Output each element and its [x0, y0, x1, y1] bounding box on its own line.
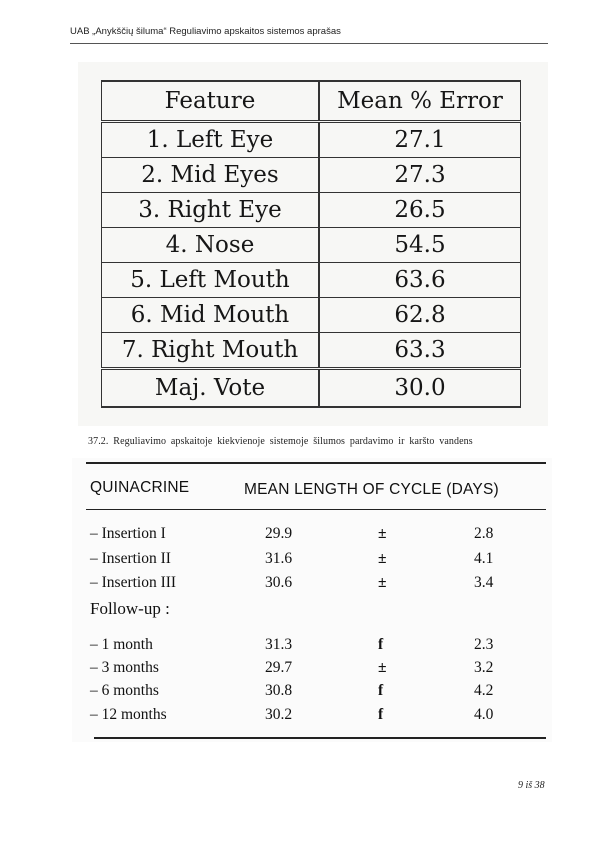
row-label: – Insertion II — [90, 550, 171, 567]
summary-value: 30.0 — [319, 367, 521, 408]
mean-value: 30.8 — [265, 682, 293, 699]
error-cell: 27.1 — [319, 121, 521, 158]
table-bottom-rule — [94, 737, 546, 739]
followup-label: Follow-up : — [90, 599, 170, 618]
col-header-feature: Feature — [101, 80, 320, 123]
feature-cell: 4. Nose — [101, 227, 320, 263]
table-row: 5. Left Mouth 63.6 — [101, 262, 521, 298]
mean-value: 30.6 — [265, 574, 293, 591]
mean-value: 30.2 — [265, 706, 293, 723]
plus-minus-sign: ± — [378, 574, 387, 591]
table-row: 3. Right Eye 26.5 — [101, 192, 521, 228]
table-row: 2. Mid Eyes 27.3 — [101, 157, 521, 193]
error-cell: 62.8 — [319, 297, 521, 333]
sd-value: 2.8 — [474, 525, 494, 542]
table-row: – 3 months 29.7 ± 3.2 — [72, 659, 552, 681]
feature-error-table: Feature Mean % Error 1. Left Eye 27.1 2. … — [101, 80, 521, 408]
plus-minus-sign: f — [378, 706, 384, 723]
paragraph-text: 37.2. Reguliavimo apskaitoje kiekvienoje… — [88, 436, 473, 447]
table-row: 7. Right Mouth 63.3 — [101, 332, 521, 369]
error-cell: 54.5 — [319, 227, 521, 263]
error-cell: 63.3 — [319, 332, 521, 369]
table-row: – Insertion II 31.6 ± 4.1 — [72, 550, 552, 572]
page-header-title: UAB „Anykščių šiluma“ Reguliavimo apskai… — [70, 26, 341, 37]
plus-minus-sign: ± — [378, 659, 387, 676]
mean-value: 29.7 — [265, 659, 293, 676]
table-row: – Insertion III 30.6 ± 3.4 — [72, 574, 552, 596]
sd-value: 4.0 — [474, 706, 494, 723]
plus-minus-sign: ± — [378, 550, 387, 567]
summary-row: Maj. Vote 30.0 — [101, 367, 521, 408]
mean-value: 29.9 — [265, 525, 293, 542]
mean-value: 31.3 — [265, 636, 293, 653]
plus-minus-sign: f — [378, 636, 384, 653]
feature-cell: 7. Right Mouth — [101, 332, 320, 369]
table-top-rule — [86, 462, 546, 464]
sd-value: 3.2 — [474, 659, 494, 676]
error-cell: 27.3 — [319, 157, 521, 193]
col-header-quinacrine: QUINACRINE — [90, 479, 190, 496]
row-label: – Insertion III — [90, 574, 177, 591]
table-row: – 6 months 30.8 f 4.2 — [72, 682, 552, 704]
feature-error-table-image: Feature Mean % Error 1. Left Eye 27.1 2. … — [78, 62, 548, 426]
plus-minus-sign: ± — [378, 525, 387, 542]
table-row: 6. Mid Mouth 62.8 — [101, 297, 521, 333]
row-label: – 6 months — [90, 682, 159, 699]
row-label: – 12 months — [90, 706, 167, 723]
feature-cell: 5. Left Mouth — [101, 262, 320, 298]
col-header-mean-length: MEAN LENGTH OF CYCLE (DAYS) — [244, 481, 499, 498]
table-header-rule — [86, 509, 546, 510]
col-header-mean-error: Mean % Error — [319, 80, 521, 123]
sd-value: 3.4 — [474, 574, 494, 591]
row-label: – 3 months — [90, 659, 159, 676]
feature-cell: 6. Mid Mouth — [101, 297, 320, 333]
mean-value: 31.6 — [265, 550, 293, 567]
summary-label: Maj. Vote — [101, 367, 320, 408]
page-number: 9 iš 38 — [518, 780, 545, 791]
feature-cell: 3. Right Eye — [101, 192, 320, 228]
error-cell: 63.6 — [319, 262, 521, 298]
feature-cell: 2. Mid Eyes — [101, 157, 320, 193]
row-label: – Insertion I — [90, 525, 166, 542]
header-rule — [70, 43, 548, 44]
table-row: 1. Left Eye 27.1 — [101, 121, 521, 158]
table-row: 4. Nose 54.5 — [101, 227, 521, 263]
sd-value: 4.1 — [474, 550, 494, 567]
table-row: – 12 months 30.2 f 4.0 — [72, 706, 552, 728]
table-row: – Insertion I 29.9 ± 2.8 — [72, 525, 552, 547]
table-row: – 1 month 31.3 f 2.3 — [72, 636, 552, 658]
sd-value: 2.3 — [474, 636, 494, 653]
error-cell: 26.5 — [319, 192, 521, 228]
plus-minus-sign: f — [378, 682, 384, 699]
row-label: – 1 month — [90, 636, 153, 653]
feature-cell: 1. Left Eye — [101, 121, 320, 158]
cycle-length-table-image: QUINACRINE MEAN LENGTH OF CYCLE (DAYS) –… — [72, 458, 552, 742]
sd-value: 4.2 — [474, 682, 494, 699]
